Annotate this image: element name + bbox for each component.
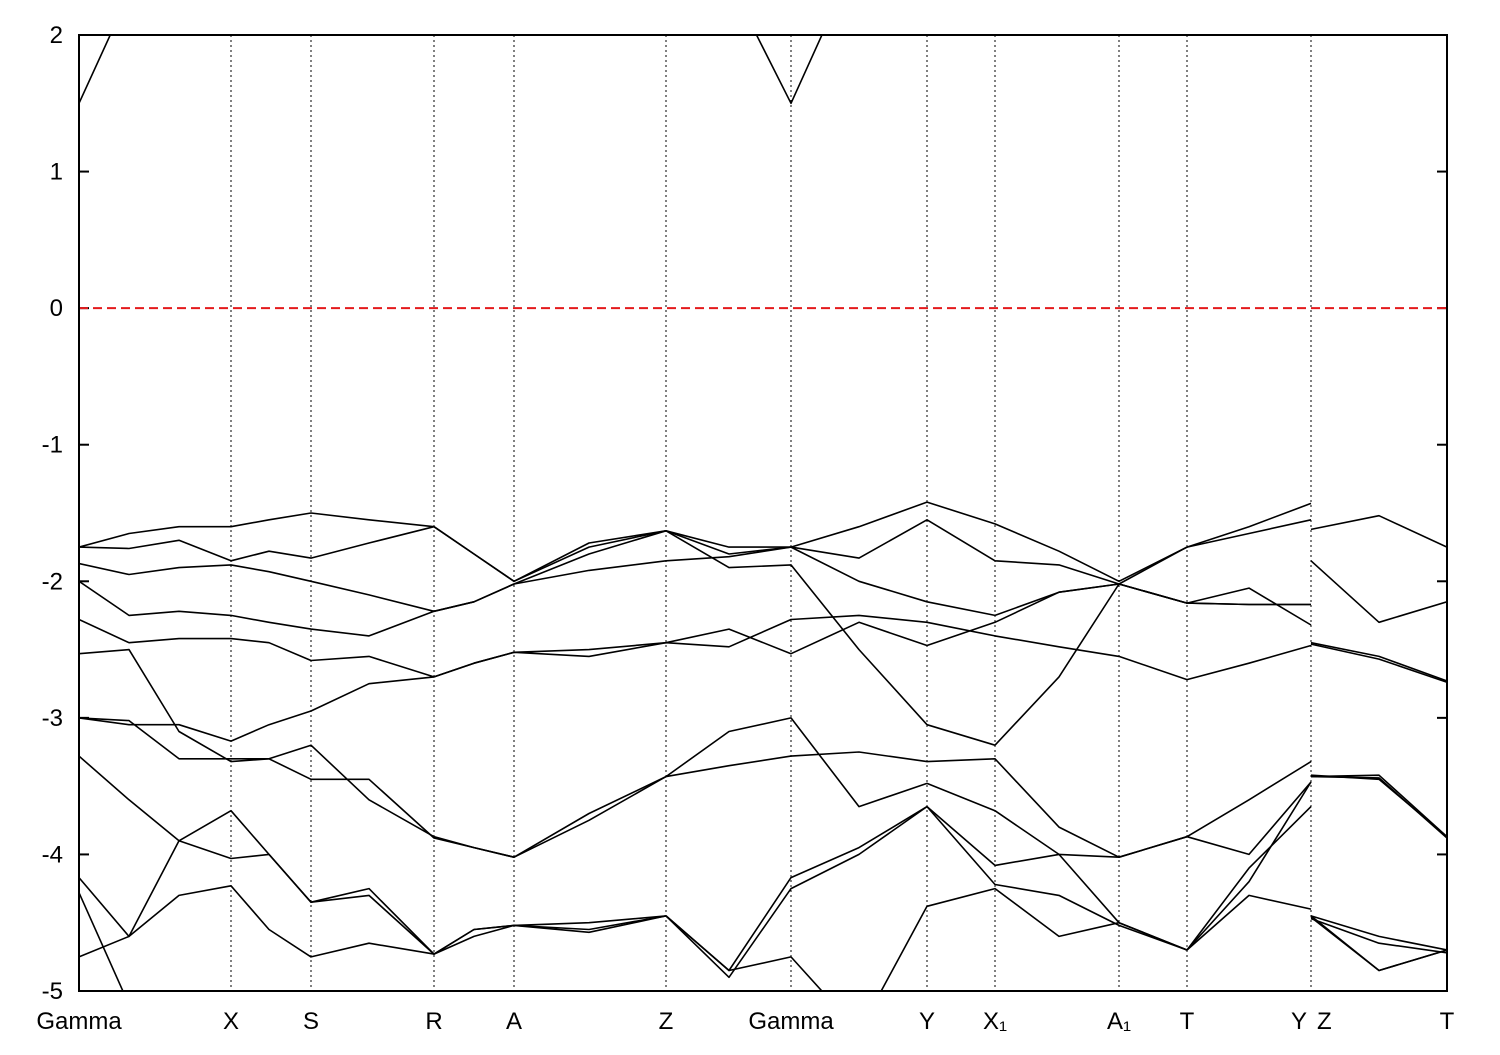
x-tick-label: X₁ xyxy=(983,1008,1007,1035)
x-tick-label: Gamma xyxy=(748,1008,834,1035)
y-tick-label: 2 xyxy=(50,22,63,49)
band-line xyxy=(79,501,1447,583)
band-line xyxy=(79,885,1447,991)
y-tick-label: -5 xyxy=(42,978,63,1005)
band-line xyxy=(79,774,1447,979)
y-tick-label: -2 xyxy=(42,568,63,595)
y-tick-label: -3 xyxy=(42,705,63,732)
band-line xyxy=(79,35,823,105)
y-tick-label: -4 xyxy=(42,841,63,868)
x-tick-label: Z xyxy=(1317,1008,1332,1035)
band-line xyxy=(79,583,1447,838)
x-tick-label: A xyxy=(506,1008,522,1035)
band-line xyxy=(79,755,1447,972)
band-line xyxy=(79,519,1447,746)
band-line xyxy=(79,614,1447,951)
x-tick-label: T xyxy=(1440,1008,1455,1035)
y-tick-label: 1 xyxy=(50,159,63,186)
x-tick-label: Gamma xyxy=(36,1008,122,1035)
plot-frame xyxy=(78,34,1448,992)
x-tick-label: A₁ xyxy=(1107,1008,1131,1035)
x-tick-label: T xyxy=(1180,1008,1195,1035)
x-tick-label: Y xyxy=(1291,1008,1307,1035)
y-tick-label: 0 xyxy=(50,295,63,322)
x-tick-label: Y xyxy=(919,1008,935,1035)
x-tick-label: S xyxy=(303,1008,319,1035)
y-tick-label: -1 xyxy=(42,432,63,459)
x-tick-label: X xyxy=(223,1008,239,1035)
band-line xyxy=(79,648,1447,858)
band-line xyxy=(79,519,1447,682)
x-tick-label: Z xyxy=(659,1008,674,1035)
band-line xyxy=(79,717,1447,954)
plot-area xyxy=(79,35,1447,991)
band-line xyxy=(79,892,124,991)
x-tick-label: R xyxy=(425,1008,442,1035)
